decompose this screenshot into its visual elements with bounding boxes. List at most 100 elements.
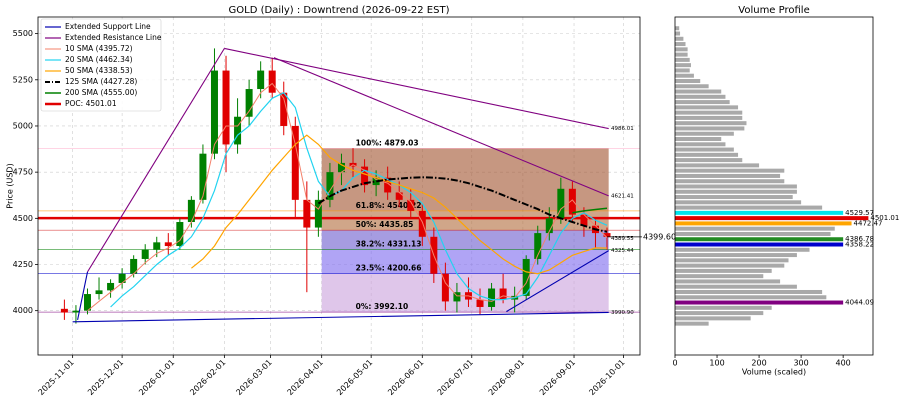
sma-line	[110, 91, 608, 308]
volume-bar	[675, 184, 797, 189]
volume-bar	[675, 205, 823, 210]
volume-bar	[675, 121, 747, 126]
current-price-label: 4399.60	[643, 232, 676, 241]
y-tick-label: 5500	[13, 29, 33, 38]
candle-body	[60, 308, 68, 313]
annotation: 3990.90	[611, 310, 634, 316]
candle-body	[314, 199, 322, 228]
candle-body	[522, 258, 530, 296]
x-axis-label: Volume (scaled)	[742, 368, 806, 377]
y-tick-label: 4250	[13, 260, 33, 269]
volume-bar	[675, 210, 844, 215]
volume-bar	[675, 163, 760, 168]
volume-bar	[675, 300, 844, 305]
volume-bar	[675, 105, 739, 110]
volume-bar	[675, 115, 743, 120]
x-tick-label: 400	[836, 359, 851, 368]
volume-bar	[675, 168, 785, 173]
volume-bar	[675, 274, 764, 279]
candle-body	[384, 177, 392, 193]
candle-body	[499, 288, 507, 300]
y-tick-label: 5000	[13, 121, 33, 130]
candle-body	[164, 242, 172, 247]
sma-line	[572, 207, 608, 214]
volume-level-label: 4529.57	[845, 209, 874, 217]
candle-body	[372, 177, 380, 186]
volume-bar	[675, 221, 852, 226]
candle-body	[557, 188, 565, 219]
x-tick-label: 200	[751, 359, 766, 368]
volume-bar	[675, 152, 739, 157]
volume-bar	[675, 89, 722, 94]
fib-label: 61.8%: 4540.22	[356, 201, 422, 210]
sma-line	[87, 82, 608, 312]
x-tick-label: 300	[793, 359, 808, 368]
candle-body	[141, 249, 149, 259]
volume-bar	[675, 137, 722, 142]
annotation: 4389.55	[611, 236, 634, 242]
candle-body	[187, 199, 195, 223]
volume-bar	[675, 158, 743, 163]
y-tick-label: 4000	[13, 306, 33, 315]
volume-bar	[675, 258, 789, 263]
volume-bar	[675, 84, 709, 89]
candle-body	[257, 70, 265, 90]
volume-bar	[675, 289, 823, 294]
volume-bar	[675, 316, 751, 321]
volume-bar	[675, 73, 694, 78]
candle-body	[476, 299, 484, 307]
candle-body	[603, 233, 611, 237]
trendline	[72, 311, 609, 323]
candle-body	[303, 199, 311, 228]
candle-body	[418, 210, 426, 237]
candle-body	[268, 70, 276, 93]
trendline	[87, 48, 225, 273]
fib-label: 38.2%: 4331.13	[356, 240, 422, 249]
trendline	[77, 271, 89, 321]
volume-bar	[675, 126, 745, 131]
fib-zone	[321, 249, 609, 274]
candle-body	[337, 162, 345, 173]
volume-bar	[675, 237, 844, 242]
volume-bar	[675, 247, 810, 252]
candle-body	[130, 258, 138, 274]
candle-body	[361, 166, 369, 186]
candle-body	[153, 242, 161, 250]
fib-zone	[321, 210, 609, 231]
candle-body	[83, 294, 91, 311]
trendline	[506, 250, 609, 313]
volume-bar	[675, 147, 734, 152]
trendline	[224, 47, 609, 130]
volume-level-label: 4358.22	[845, 241, 874, 249]
legend-label: 20 SMA (4462.34)	[65, 55, 133, 64]
volume-bar	[675, 94, 726, 99]
candle-body	[568, 188, 576, 215]
legend-label: Extended Resistance Line	[65, 33, 162, 42]
y-tick-label: 4500	[13, 214, 33, 223]
volume-bar	[675, 31, 681, 36]
candle-body	[176, 222, 184, 247]
candle-body	[534, 233, 542, 259]
chart-title: GOLD (Daily) : Downtrend (2026-09-22 EST…	[229, 5, 450, 16]
volume-bar	[675, 200, 802, 205]
legend-label: 200 SMA (4555.00)	[65, 88, 137, 97]
candle-body	[234, 116, 242, 145]
candle-body	[407, 199, 415, 211]
candle-body	[118, 273, 126, 283]
volume-bar	[675, 173, 781, 178]
y-axis-label: Price (USD)	[6, 163, 15, 208]
legend-label: POC: 4501.01	[65, 99, 117, 108]
volume-bar	[675, 68, 690, 73]
candle-body	[580, 214, 588, 226]
volume-level-label: 4501.01	[870, 214, 899, 222]
volume-bar	[675, 284, 797, 289]
candle-body	[488, 288, 496, 307]
volume-level-label: 4472.47	[854, 219, 883, 227]
volume-bar	[675, 179, 785, 184]
legend-box	[40, 18, 162, 112]
candle-body	[245, 89, 253, 117]
volume-bar	[675, 42, 686, 47]
volume-bar	[675, 216, 869, 221]
legend-label: 125 SMA (4427.28)	[65, 77, 137, 86]
